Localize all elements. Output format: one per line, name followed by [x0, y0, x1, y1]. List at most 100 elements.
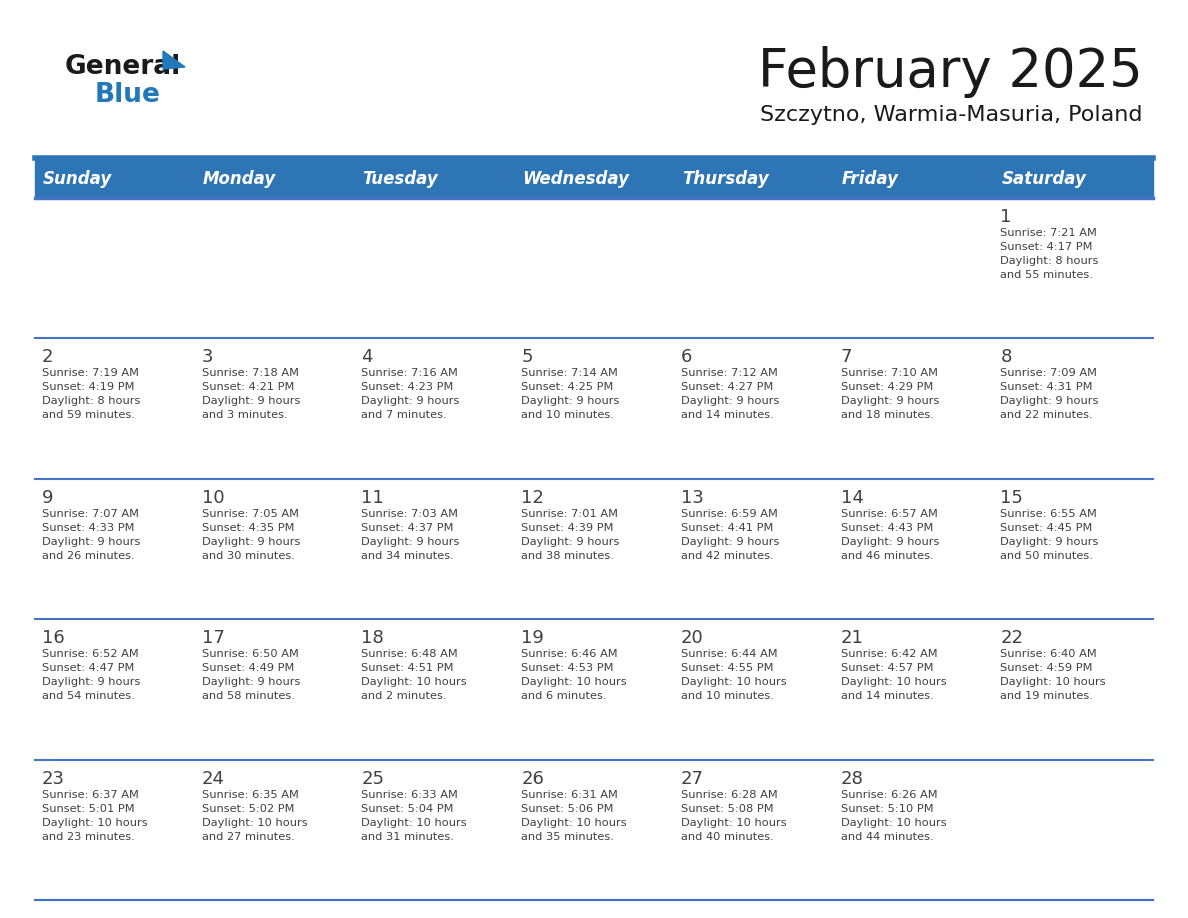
Text: 16: 16 — [42, 629, 65, 647]
Bar — [195, 759, 354, 900]
Text: 12: 12 — [522, 488, 544, 507]
Text: Sunrise: 6:46 AM
Sunset: 4:53 PM
Daylight: 10 hours
and 6 minutes.: Sunrise: 6:46 AM Sunset: 4:53 PM Dayligh… — [522, 649, 627, 701]
Text: 17: 17 — [202, 629, 225, 647]
Text: Sunrise: 7:16 AM
Sunset: 4:23 PM
Daylight: 9 hours
and 7 minutes.: Sunrise: 7:16 AM Sunset: 4:23 PM Dayligh… — [361, 368, 460, 420]
Text: 3: 3 — [202, 349, 213, 366]
Text: Sunrise: 7:03 AM
Sunset: 4:37 PM
Daylight: 9 hours
and 34 minutes.: Sunrise: 7:03 AM Sunset: 4:37 PM Dayligh… — [361, 509, 460, 561]
Text: Wednesday: Wednesday — [523, 170, 630, 188]
Bar — [34, 160, 1154, 198]
Bar — [354, 479, 514, 620]
Text: 1: 1 — [1000, 208, 1012, 226]
Text: Sunrise: 6:40 AM
Sunset: 4:59 PM
Daylight: 10 hours
and 19 minutes.: Sunrise: 6:40 AM Sunset: 4:59 PM Dayligh… — [1000, 649, 1106, 701]
Text: 2: 2 — [42, 349, 53, 366]
Bar — [514, 620, 674, 759]
Text: 5: 5 — [522, 349, 532, 366]
Bar — [354, 759, 514, 900]
Bar — [34, 479, 195, 620]
Bar — [354, 339, 514, 479]
Text: Sunrise: 6:28 AM
Sunset: 5:08 PM
Daylight: 10 hours
and 40 minutes.: Sunrise: 6:28 AM Sunset: 5:08 PM Dayligh… — [681, 789, 786, 842]
Text: Thursday: Thursday — [682, 170, 769, 188]
Bar — [834, 759, 993, 900]
Text: 26: 26 — [522, 769, 544, 788]
Text: Sunrise: 6:37 AM
Sunset: 5:01 PM
Daylight: 10 hours
and 23 minutes.: Sunrise: 6:37 AM Sunset: 5:01 PM Dayligh… — [42, 789, 147, 842]
Polygon shape — [163, 51, 185, 69]
Text: Sunrise: 7:07 AM
Sunset: 4:33 PM
Daylight: 9 hours
and 26 minutes.: Sunrise: 7:07 AM Sunset: 4:33 PM Dayligh… — [42, 509, 140, 561]
Bar — [993, 759, 1154, 900]
Text: Sunrise: 6:48 AM
Sunset: 4:51 PM
Daylight: 10 hours
and 2 minutes.: Sunrise: 6:48 AM Sunset: 4:51 PM Dayligh… — [361, 649, 467, 701]
Bar — [514, 339, 674, 479]
Bar — [674, 479, 834, 620]
Text: Sunrise: 6:50 AM
Sunset: 4:49 PM
Daylight: 9 hours
and 58 minutes.: Sunrise: 6:50 AM Sunset: 4:49 PM Dayligh… — [202, 649, 301, 701]
Text: Sunrise: 6:35 AM
Sunset: 5:02 PM
Daylight: 10 hours
and 27 minutes.: Sunrise: 6:35 AM Sunset: 5:02 PM Dayligh… — [202, 789, 308, 842]
Text: Sunrise: 7:12 AM
Sunset: 4:27 PM
Daylight: 9 hours
and 14 minutes.: Sunrise: 7:12 AM Sunset: 4:27 PM Dayligh… — [681, 368, 779, 420]
Text: 24: 24 — [202, 769, 225, 788]
Text: February 2025: February 2025 — [758, 46, 1143, 98]
Bar — [354, 198, 514, 339]
Text: 11: 11 — [361, 488, 384, 507]
Bar — [674, 620, 834, 759]
Bar — [834, 479, 993, 620]
Text: 22: 22 — [1000, 629, 1023, 647]
Bar — [34, 339, 195, 479]
Bar — [993, 198, 1154, 339]
Bar — [514, 198, 674, 339]
Text: Sunrise: 6:57 AM
Sunset: 4:43 PM
Daylight: 9 hours
and 46 minutes.: Sunrise: 6:57 AM Sunset: 4:43 PM Dayligh… — [841, 509, 939, 561]
Bar — [34, 759, 195, 900]
Text: 18: 18 — [361, 629, 384, 647]
Text: Saturday: Saturday — [1001, 170, 1086, 188]
Text: Sunrise: 6:44 AM
Sunset: 4:55 PM
Daylight: 10 hours
and 10 minutes.: Sunrise: 6:44 AM Sunset: 4:55 PM Dayligh… — [681, 649, 786, 701]
Bar — [195, 479, 354, 620]
Text: Sunrise: 7:09 AM
Sunset: 4:31 PM
Daylight: 9 hours
and 22 minutes.: Sunrise: 7:09 AM Sunset: 4:31 PM Dayligh… — [1000, 368, 1099, 420]
Text: 20: 20 — [681, 629, 703, 647]
Bar — [354, 620, 514, 759]
Bar — [674, 339, 834, 479]
Text: 19: 19 — [522, 629, 544, 647]
Text: Sunrise: 6:42 AM
Sunset: 4:57 PM
Daylight: 10 hours
and 14 minutes.: Sunrise: 6:42 AM Sunset: 4:57 PM Dayligh… — [841, 649, 946, 701]
Bar — [195, 339, 354, 479]
Text: Sunrise: 7:05 AM
Sunset: 4:35 PM
Daylight: 9 hours
and 30 minutes.: Sunrise: 7:05 AM Sunset: 4:35 PM Dayligh… — [202, 509, 301, 561]
Bar — [514, 759, 674, 900]
Bar — [195, 198, 354, 339]
Text: Szczytno, Warmia-Masuria, Poland: Szczytno, Warmia-Masuria, Poland — [760, 105, 1143, 125]
Text: 8: 8 — [1000, 349, 1012, 366]
Text: 21: 21 — [841, 629, 864, 647]
Text: Sunrise: 6:26 AM
Sunset: 5:10 PM
Daylight: 10 hours
and 44 minutes.: Sunrise: 6:26 AM Sunset: 5:10 PM Dayligh… — [841, 789, 946, 842]
Text: Sunrise: 7:10 AM
Sunset: 4:29 PM
Daylight: 9 hours
and 18 minutes.: Sunrise: 7:10 AM Sunset: 4:29 PM Dayligh… — [841, 368, 939, 420]
Text: 13: 13 — [681, 488, 703, 507]
Bar — [34, 198, 195, 339]
Text: 28: 28 — [841, 769, 864, 788]
Text: 7: 7 — [841, 349, 852, 366]
Text: 15: 15 — [1000, 488, 1023, 507]
Bar — [993, 620, 1154, 759]
Text: Sunrise: 7:19 AM
Sunset: 4:19 PM
Daylight: 8 hours
and 59 minutes.: Sunrise: 7:19 AM Sunset: 4:19 PM Dayligh… — [42, 368, 140, 420]
Bar — [195, 620, 354, 759]
Bar — [834, 339, 993, 479]
Text: 23: 23 — [42, 769, 65, 788]
Text: 6: 6 — [681, 349, 693, 366]
Text: 10: 10 — [202, 488, 225, 507]
Bar — [834, 620, 993, 759]
Text: Sunrise: 7:21 AM
Sunset: 4:17 PM
Daylight: 8 hours
and 55 minutes.: Sunrise: 7:21 AM Sunset: 4:17 PM Dayligh… — [1000, 228, 1099, 280]
Text: Sunrise: 7:01 AM
Sunset: 4:39 PM
Daylight: 9 hours
and 38 minutes.: Sunrise: 7:01 AM Sunset: 4:39 PM Dayligh… — [522, 509, 619, 561]
Text: Friday: Friday — [841, 170, 898, 188]
Text: 4: 4 — [361, 349, 373, 366]
Bar — [993, 479, 1154, 620]
Text: 25: 25 — [361, 769, 385, 788]
Text: Monday: Monday — [203, 170, 276, 188]
Bar — [834, 198, 993, 339]
Text: General: General — [65, 54, 182, 80]
Text: Sunrise: 7:18 AM
Sunset: 4:21 PM
Daylight: 9 hours
and 3 minutes.: Sunrise: 7:18 AM Sunset: 4:21 PM Dayligh… — [202, 368, 301, 420]
Bar — [514, 479, 674, 620]
Text: Tuesday: Tuesday — [362, 170, 438, 188]
Text: Sunrise: 6:52 AM
Sunset: 4:47 PM
Daylight: 9 hours
and 54 minutes.: Sunrise: 6:52 AM Sunset: 4:47 PM Dayligh… — [42, 649, 140, 701]
Text: Sunrise: 6:55 AM
Sunset: 4:45 PM
Daylight: 9 hours
and 50 minutes.: Sunrise: 6:55 AM Sunset: 4:45 PM Dayligh… — [1000, 509, 1099, 561]
Text: Blue: Blue — [95, 82, 160, 108]
Text: Sunrise: 6:33 AM
Sunset: 5:04 PM
Daylight: 10 hours
and 31 minutes.: Sunrise: 6:33 AM Sunset: 5:04 PM Dayligh… — [361, 789, 467, 842]
Text: Sunday: Sunday — [43, 170, 112, 188]
Text: 14: 14 — [841, 488, 864, 507]
Bar — [34, 620, 195, 759]
Text: Sunrise: 6:59 AM
Sunset: 4:41 PM
Daylight: 9 hours
and 42 minutes.: Sunrise: 6:59 AM Sunset: 4:41 PM Dayligh… — [681, 509, 779, 561]
Text: Sunrise: 6:31 AM
Sunset: 5:06 PM
Daylight: 10 hours
and 35 minutes.: Sunrise: 6:31 AM Sunset: 5:06 PM Dayligh… — [522, 789, 627, 842]
Bar — [674, 759, 834, 900]
Text: 9: 9 — [42, 488, 53, 507]
